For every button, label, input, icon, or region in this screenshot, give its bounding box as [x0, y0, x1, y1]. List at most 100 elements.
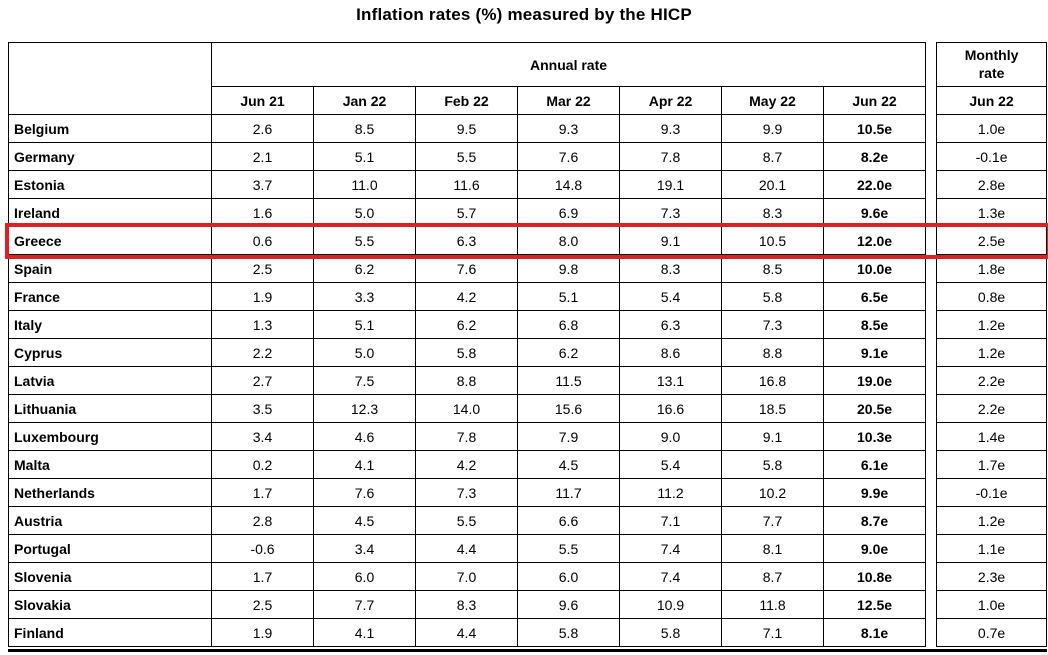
page-title: Inflation rates (%) measured by the HICP	[356, 5, 692, 24]
annual-value-cell: 4.5	[313, 506, 416, 535]
monthly-value-cell: 1.7e	[936, 450, 1048, 479]
annual-value-cell: 22.0e	[822, 170, 927, 199]
annual-value-cell: 13.1	[619, 366, 722, 395]
annual-value-cell: 6.2	[517, 338, 620, 367]
monthly-row: 2.8e	[936, 170, 1048, 199]
annual-value-cell: 10.3e	[822, 422, 927, 451]
annual-value-cell: 5.5	[415, 506, 518, 535]
annual-value-cell: 1.7	[211, 562, 314, 591]
annual-value-cell: 2.6	[211, 114, 314, 143]
monthly-row: 2.2e	[936, 366, 1048, 395]
country-cell: Finland	[8, 618, 212, 647]
monthly-value-cell: 1.0e	[936, 590, 1048, 619]
annual-value-cell: 5.4	[619, 450, 722, 479]
annual-table-body: Belgium 2.6 8.5 9.5 9.3 9.3 9.9 10.5e Germany 2.1…	[8, 114, 927, 647]
annual-value-cell: 6.2	[313, 254, 416, 283]
annual-value-cell: 3.5	[211, 394, 314, 423]
annual-value-cell: 6.0	[313, 562, 416, 591]
month-column-header: Jun 21	[211, 86, 314, 115]
annual-value-cell: 4.6	[313, 422, 416, 451]
annual-value-cell: 1.6	[211, 198, 314, 227]
annual-value-cell: 6.2	[415, 310, 518, 339]
monthly-value-cell: 1.2e	[936, 338, 1048, 367]
monthly-value-cell: 0.7e	[936, 618, 1048, 647]
country-cell: Greece	[8, 226, 212, 255]
annual-value-cell: 7.3	[721, 310, 824, 339]
annual-value-cell: 9.9	[721, 114, 824, 143]
table-row: Lithuania 3.5 12.3 14.0 15.6 16.6 18.5 20.5e	[8, 394, 927, 423]
annual-value-cell: 11.6	[415, 170, 518, 199]
annual-value-cell: 15.6	[517, 394, 620, 423]
annual-value-cell: 9.1	[721, 422, 824, 451]
annual-value-cell: 7.7	[313, 590, 416, 619]
month-column-header: Apr 22	[619, 86, 722, 115]
table-row: Latvia 2.7 7.5 8.8 11.5 13.1 16.8 19.0e	[8, 366, 927, 395]
table-row: Ireland 1.6 5.0 5.7 6.9 7.3 8.3 9.6e	[8, 198, 927, 227]
annual-value-cell: 4.1	[313, 450, 416, 479]
annual-value-cell: 0.2	[211, 450, 314, 479]
annual-value-cell: 8.3	[619, 254, 722, 283]
country-cell: Estonia	[8, 170, 212, 199]
monthly-row: 2.3e	[936, 562, 1048, 591]
annual-value-cell: 9.0	[619, 422, 722, 451]
country-cell: Cyprus	[8, 338, 212, 367]
country-cell: Slovenia	[8, 562, 212, 591]
table-row: Estonia 3.7 11.0 11.6 14.8 19.1 20.1 22.0e	[8, 170, 927, 199]
annual-value-cell: 12.5e	[822, 590, 927, 619]
monthly-row: 1.0e	[936, 590, 1048, 619]
annual-value-cell: 1.9	[211, 618, 314, 647]
month-column-header: Jun 22	[822, 86, 927, 115]
annual-value-cell: 7.8	[415, 422, 518, 451]
monthly-value-cell: 2.2e	[936, 394, 1048, 423]
monthly-value-cell: 1.2e	[936, 506, 1048, 535]
annual-value-cell: -0.6	[211, 534, 314, 563]
annual-value-cell: 2.5	[211, 254, 314, 283]
monthly-row: -0.1e	[936, 478, 1048, 507]
monthly-row: -0.1e	[936, 142, 1048, 171]
annual-value-cell: 7.8	[619, 142, 722, 171]
annual-value-cell: 6.1e	[822, 450, 927, 479]
annual-value-cell: 10.8e	[822, 562, 927, 591]
annual-value-cell: 9.1e	[822, 338, 927, 367]
annual-value-cell: 5.7	[415, 198, 518, 227]
country-cell: Slovakia	[8, 590, 212, 619]
annual-value-cell: 11.5	[517, 366, 620, 395]
monthly-row: 1.8e	[936, 254, 1048, 283]
annual-rate-header: Annual rate	[210, 42, 927, 87]
annual-value-cell: 4.4	[415, 618, 518, 647]
annual-rate-table: Annual rate Jun 21 Jan 22 Feb 22 Mar 22 Apr …	[8, 42, 927, 647]
annual-value-cell: 2.8	[211, 506, 314, 535]
table-row: Austria 2.8 4.5 5.5 6.6 7.1 7.7 8.7e	[8, 506, 927, 535]
annual-value-cell: 20.5e	[822, 394, 927, 423]
monthly-value-cell: 1.0e	[936, 114, 1048, 143]
monthly-value-cell: 2.5e	[936, 226, 1048, 255]
month-column-header: May 22	[721, 86, 824, 115]
table-row: Germany 2.1 5.1 5.5 7.6 7.8 8.7 8.2e	[8, 142, 927, 171]
annual-value-cell: 10.2	[721, 478, 824, 507]
country-cell: Austria	[8, 506, 212, 535]
annual-value-cell: 5.8	[619, 618, 722, 647]
country-cell: Belgium	[8, 114, 212, 143]
annual-value-cell: 12.3	[313, 394, 416, 423]
annual-value-cell: 4.2	[415, 450, 518, 479]
table-row: Slovakia 2.5 7.7 8.3 9.6 10.9 11.8 12.5e	[8, 590, 927, 619]
country-cell: Lithuania	[8, 394, 212, 423]
annual-value-cell: 2.5	[211, 590, 314, 619]
annual-value-cell: 3.3	[313, 282, 416, 311]
annual-value-cell: 7.4	[619, 534, 722, 563]
annual-value-cell: 7.9	[517, 422, 620, 451]
monthly-value-cell: 0.8e	[936, 282, 1048, 311]
table-row: Malta 0.2 4.1 4.2 4.5 5.4 5.8 6.1e	[8, 450, 927, 479]
table-row: Slovenia 1.7 6.0 7.0 6.0 7.4 8.7 10.8e	[8, 562, 927, 591]
annual-value-cell: 10.5	[721, 226, 824, 255]
table-row: Spain 2.5 6.2 7.6 9.8 8.3 8.5 10.0e	[8, 254, 927, 283]
annual-value-cell: 4.2	[415, 282, 518, 311]
monthly-value-cell: 2.3e	[936, 562, 1048, 591]
group-header-row: Annual rate	[8, 42, 927, 115]
annual-value-cell: 1.3	[211, 310, 314, 339]
monthly-rate-table: Monthly rate Jun 22 1.0e -0.1e 2.8e 1.3e 2.5…	[936, 42, 1048, 647]
annual-value-cell: 5.8	[721, 282, 824, 311]
annual-value-cell: 8.7e	[822, 506, 927, 535]
annual-value-cell: 8.5	[721, 254, 824, 283]
